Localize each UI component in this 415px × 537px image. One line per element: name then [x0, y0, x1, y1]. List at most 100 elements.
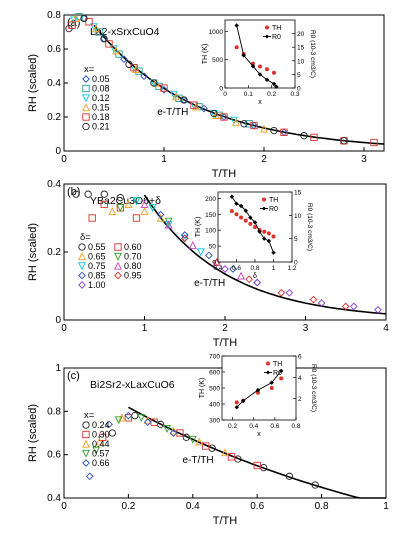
legend-title: x=	[84, 64, 95, 75]
data-point	[124, 411, 133, 420]
inset-yl-tick-label: 200	[205, 196, 216, 203]
inset-legend-marker	[266, 370, 270, 375]
legend-marker	[82, 430, 90, 439]
inset-r0-point	[234, 23, 239, 28]
inset-r0-point	[250, 64, 256, 69]
legend-label: 0.05	[92, 74, 110, 84]
x-tick-label: 3	[361, 154, 367, 165]
series-0.55	[72, 190, 125, 202]
compound-label: La2-xSrxCuO4	[90, 26, 160, 38]
series-0.21	[65, 14, 348, 145]
inset-legend-label: TH	[272, 25, 281, 32]
inset-yl-tick-label: 300	[209, 418, 220, 425]
legend-label: 0.18	[92, 112, 110, 122]
data-point	[221, 265, 229, 273]
data-point	[140, 72, 148, 81]
data-point	[65, 24, 73, 33]
data-point	[180, 231, 189, 239]
inset-yr-tick-label: 20	[297, 31, 305, 38]
data-point	[143, 415, 152, 424]
x-tick-label: 0.4	[186, 501, 200, 512]
data-point	[182, 433, 191, 441]
legend-marker	[82, 421, 90, 429]
data-point	[232, 117, 240, 126]
data-point	[188, 435, 197, 444]
inset-frame	[221, 355, 297, 421]
legend-marker	[82, 122, 90, 131]
inset-r0-point	[257, 229, 262, 234]
legend-label: 0.65	[88, 252, 106, 262]
inset-th-point	[229, 209, 234, 214]
data-point	[260, 124, 268, 133]
legend-label: 0.66	[92, 458, 110, 468]
y-tick-label: 0.2	[47, 112, 61, 123]
data-point	[340, 137, 348, 145]
y-tick-label: 0.2	[47, 247, 61, 258]
x-tick-label: 0.6	[250, 501, 264, 512]
inset-r0-point	[274, 84, 279, 89]
data-point	[310, 133, 318, 142]
x-tick-label: 4	[383, 323, 389, 334]
inset-yl-tick-label: 150	[205, 212, 216, 219]
inset-legend-marker	[266, 361, 270, 366]
data-point	[163, 425, 171, 433]
legend-label: 0.95	[124, 271, 142, 281]
data-point	[349, 302, 358, 311]
inset-th-point	[269, 386, 274, 390]
series-0.15	[72, 14, 268, 133]
inset-legend-label: R0	[273, 370, 282, 377]
y-tick-label: 0.4	[47, 78, 61, 89]
data-point	[118, 413, 126, 422]
data-point	[229, 265, 237, 273]
x-tick-label: 1	[383, 501, 389, 512]
legend-marker	[78, 281, 86, 289]
inset-th-point	[265, 67, 269, 72]
data-point	[196, 248, 205, 257]
y-tick-label: 0.8	[47, 10, 61, 21]
inset-yl-label: TH (K)	[195, 217, 202, 238]
legend-label: 0.75	[88, 261, 106, 271]
data-point	[190, 101, 198, 109]
data-point	[100, 190, 108, 198]
panel-3: 0 0.2 0.4 0.6 0.8 1 0.4 0.6 0.8 1 T/TH RH (scaled) (…	[27, 354, 389, 528]
inset-yl-tick-label: 1000	[209, 29, 224, 36]
inset-x-tick-label: 1.2	[287, 265, 296, 272]
data-point	[85, 472, 94, 481]
inset-r0-point	[271, 250, 276, 255]
legend-label: 0.12	[92, 93, 110, 103]
y-tick-label: 1	[55, 363, 61, 374]
inset-r0-point	[240, 398, 246, 403]
x-axis-label: T/TH	[213, 515, 237, 527]
inset-x-tick-label: 0.2	[228, 423, 237, 430]
inset-r0-point	[234, 201, 239, 206]
inset-th-point	[234, 400, 239, 405]
legend-marker	[82, 75, 90, 83]
fit-label: e-T/TH	[183, 455, 214, 466]
compound-label: Bi2Sr2-xLaxCuO6	[90, 379, 175, 391]
data-point	[240, 120, 248, 128]
data-point	[237, 271, 246, 280]
y-tick-label: 0.6	[47, 44, 61, 55]
inset-r0-point	[271, 81, 277, 87]
legend-marker	[82, 113, 90, 121]
data-point	[277, 288, 286, 297]
legend-marker	[78, 252, 86, 261]
data-point	[98, 433, 107, 441]
legend-marker	[78, 262, 86, 271]
legend-label: 0.21	[92, 122, 110, 132]
data-point	[285, 288, 294, 297]
x-tick-label: 3	[303, 323, 309, 334]
inset-yr-tick-label: 4	[298, 375, 302, 382]
inset-yl-tick-label: 700	[209, 354, 220, 361]
data-point	[143, 418, 152, 427]
inset-th-point	[255, 390, 260, 395]
inset-th-point	[234, 45, 239, 50]
inset-legend-marker	[262, 197, 266, 202]
legend-marker	[78, 243, 86, 251]
y-axis-label: RH (scaled)	[27, 404, 39, 462]
y-tick-label: 0.4	[47, 179, 61, 190]
y-tick-label: 0.8	[47, 406, 61, 417]
fit-label: e-T/TH	[157, 107, 188, 118]
x-tick-label: 2	[261, 154, 267, 165]
y-tick-label: 0.4	[47, 493, 61, 504]
